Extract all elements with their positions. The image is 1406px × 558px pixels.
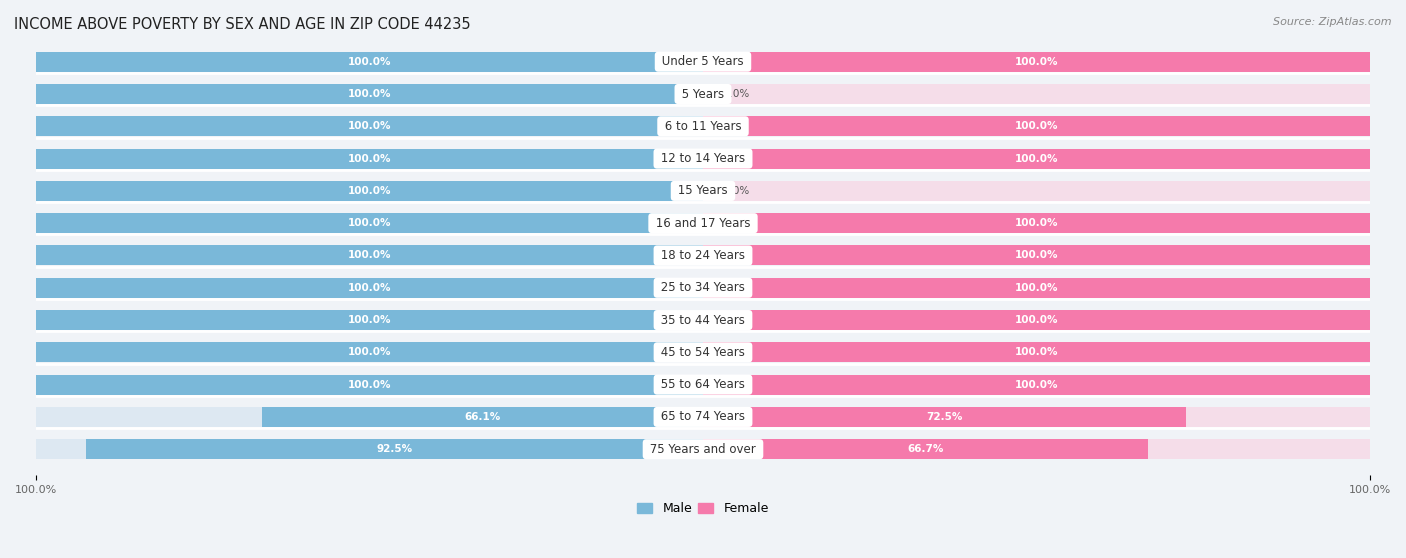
Bar xyxy=(37,52,703,72)
Text: 0.0%: 0.0% xyxy=(723,186,749,196)
Bar xyxy=(37,116,703,136)
Text: INCOME ABOVE POVERTY BY SEX AND AGE IN ZIP CODE 44235: INCOME ABOVE POVERTY BY SEX AND AGE IN Z… xyxy=(14,17,471,32)
Bar xyxy=(703,213,1369,233)
Text: 100.0%: 100.0% xyxy=(347,347,391,357)
Bar xyxy=(703,181,1369,201)
Bar xyxy=(703,310,1369,330)
Text: 100.0%: 100.0% xyxy=(1015,251,1059,261)
Bar xyxy=(37,278,703,298)
Bar xyxy=(703,310,1369,330)
Bar xyxy=(262,407,703,427)
Text: 66.7%: 66.7% xyxy=(907,444,943,454)
Text: 65 to 74 Years: 65 to 74 Years xyxy=(657,411,749,424)
Bar xyxy=(703,84,1369,104)
Bar xyxy=(703,52,1369,72)
Text: 72.5%: 72.5% xyxy=(927,412,963,422)
Text: 100.0%: 100.0% xyxy=(1015,218,1059,228)
Bar xyxy=(703,148,1369,169)
Bar xyxy=(703,116,1369,136)
Text: 0.0%: 0.0% xyxy=(723,89,749,99)
Bar xyxy=(37,374,703,395)
Bar xyxy=(37,116,703,136)
Text: 100.0%: 100.0% xyxy=(347,218,391,228)
Text: 12 to 14 Years: 12 to 14 Years xyxy=(657,152,749,165)
Bar xyxy=(703,374,1369,395)
Bar xyxy=(37,213,703,233)
Bar xyxy=(703,342,1369,362)
Text: 18 to 24 Years: 18 to 24 Years xyxy=(657,249,749,262)
Text: 100.0%: 100.0% xyxy=(347,57,391,67)
Bar xyxy=(37,246,703,266)
Text: 100.0%: 100.0% xyxy=(347,283,391,293)
Bar xyxy=(703,439,1369,459)
Bar xyxy=(703,52,1369,72)
Text: 100.0%: 100.0% xyxy=(347,153,391,163)
Bar xyxy=(37,407,703,427)
Text: 100.0%: 100.0% xyxy=(347,251,391,261)
Legend: Male, Female: Male, Female xyxy=(633,497,773,521)
Text: 75 Years and over: 75 Years and over xyxy=(647,442,759,456)
Bar xyxy=(37,246,703,266)
Text: 100.0%: 100.0% xyxy=(1015,379,1059,389)
Bar xyxy=(703,439,1147,459)
Bar xyxy=(37,148,703,169)
Text: 100.0%: 100.0% xyxy=(1015,57,1059,67)
Text: 100.0%: 100.0% xyxy=(347,186,391,196)
Bar xyxy=(37,213,703,233)
Bar xyxy=(37,439,703,459)
Bar xyxy=(37,148,703,169)
Text: 35 to 44 Years: 35 to 44 Years xyxy=(657,314,749,326)
Bar xyxy=(37,342,703,362)
Text: Under 5 Years: Under 5 Years xyxy=(658,55,748,68)
Bar xyxy=(703,342,1369,362)
Text: 25 to 34 Years: 25 to 34 Years xyxy=(657,281,749,294)
Text: 5 Years: 5 Years xyxy=(678,88,728,100)
Text: 100.0%: 100.0% xyxy=(347,379,391,389)
Bar xyxy=(37,310,703,330)
Bar xyxy=(37,84,703,104)
Text: Source: ZipAtlas.com: Source: ZipAtlas.com xyxy=(1274,17,1392,27)
Text: 6 to 11 Years: 6 to 11 Years xyxy=(661,120,745,133)
Bar xyxy=(703,407,1369,427)
Text: 100.0%: 100.0% xyxy=(1015,121,1059,131)
Text: 45 to 54 Years: 45 to 54 Years xyxy=(657,346,749,359)
Text: 92.5%: 92.5% xyxy=(377,444,412,454)
Bar xyxy=(86,439,703,459)
Bar xyxy=(37,84,703,104)
Bar xyxy=(703,246,1369,266)
Bar xyxy=(703,148,1369,169)
Bar xyxy=(703,407,1187,427)
Text: 66.1%: 66.1% xyxy=(464,412,501,422)
Text: 100.0%: 100.0% xyxy=(1015,153,1059,163)
Text: 100.0%: 100.0% xyxy=(1015,315,1059,325)
Text: 55 to 64 Years: 55 to 64 Years xyxy=(657,378,749,391)
Text: 100.0%: 100.0% xyxy=(1015,283,1059,293)
Text: 100.0%: 100.0% xyxy=(347,315,391,325)
Bar xyxy=(703,213,1369,233)
Bar xyxy=(703,278,1369,298)
Bar xyxy=(703,246,1369,266)
Bar xyxy=(703,116,1369,136)
Bar xyxy=(37,374,703,395)
Bar xyxy=(37,181,703,201)
Text: 100.0%: 100.0% xyxy=(1015,347,1059,357)
Bar xyxy=(37,342,703,362)
Bar xyxy=(703,374,1369,395)
Bar xyxy=(703,278,1369,298)
Bar xyxy=(37,52,703,72)
Text: 16 and 17 Years: 16 and 17 Years xyxy=(652,217,754,230)
Text: 100.0%: 100.0% xyxy=(347,89,391,99)
Bar xyxy=(37,310,703,330)
Text: 100.0%: 100.0% xyxy=(347,121,391,131)
Text: 15 Years: 15 Years xyxy=(675,184,731,198)
Bar xyxy=(37,181,703,201)
Bar xyxy=(37,278,703,298)
